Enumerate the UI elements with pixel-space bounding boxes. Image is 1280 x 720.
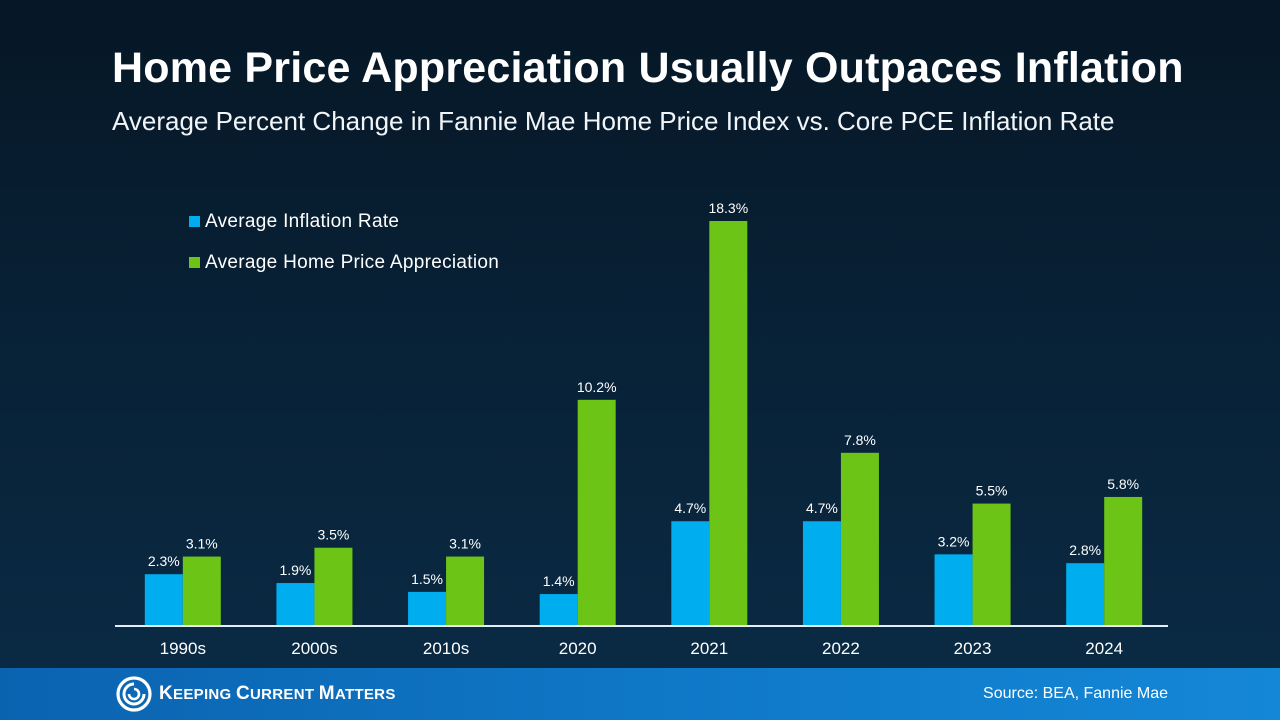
data-label-inflation: 4.7% [674, 500, 706, 516]
data-label-inflation: 3.2% [938, 533, 970, 549]
brand-name: Keeping Current Matters [159, 683, 396, 704]
data-label-inflation: 1.4% [543, 573, 575, 589]
legend-swatch-inflation [189, 216, 200, 227]
bar-chart: 2.3% 3.1% 1990s 1.9% 3.5% 2000s 1.5% 3.1% 2010s 1… [115, 200, 1168, 658]
data-label-inflation: 4.7% [806, 500, 838, 516]
chart-legend: Average Inflation Rate Average Home Pric… [189, 208, 499, 290]
bar-home-price [840, 452, 879, 625]
bar-inflation [144, 574, 183, 625]
bar-home-price [577, 399, 616, 625]
data-label-inflation: 2.8% [1069, 542, 1101, 558]
data-label-home-price: 5.5% [976, 483, 1008, 499]
data-label-home-price: 3.1% [449, 536, 481, 552]
x-tick-label: 2023 [954, 639, 992, 658]
data-label-home-price: 10.2% [577, 379, 617, 395]
bar-home-price [182, 556, 221, 625]
bar-inflation [1066, 563, 1105, 625]
legend-label-inflation: Average Inflation Rate [205, 210, 400, 232]
legend-swatch-home-price [189, 257, 200, 268]
x-tick-label: 2022 [822, 639, 860, 658]
x-tick-label: 2010s [423, 639, 469, 658]
legend-item-inflation: Average Inflation Rate [189, 208, 499, 235]
bar-inflation [276, 583, 315, 625]
bar-inflation [671, 521, 710, 625]
data-label-inflation: 2.3% [148, 553, 180, 569]
bar-home-price [972, 503, 1011, 625]
data-label-inflation: 1.5% [411, 571, 443, 587]
data-label-home-price: 3.1% [186, 536, 218, 552]
bar-home-price [446, 556, 485, 625]
bar-inflation [934, 554, 973, 625]
legend-item-home-price: Average Home Price Appreciation [189, 249, 499, 276]
source-note: Source: BEA, Fannie Mae [983, 685, 1168, 702]
x-tick-label: 2020 [559, 639, 597, 658]
bar-inflation [539, 594, 578, 625]
data-label-inflation: 1.9% [279, 562, 311, 578]
swirl-logo-icon [116, 676, 152, 712]
bar-inflation [802, 521, 841, 625]
bar-home-price [709, 221, 748, 625]
x-tick-label: 2000s [291, 639, 337, 658]
x-tick-label: 2024 [1085, 639, 1123, 658]
data-label-home-price: 3.5% [317, 527, 349, 543]
data-label-home-price: 5.8% [1107, 476, 1139, 492]
x-tick-label: 2021 [690, 639, 728, 658]
x-tick-label: 1990s [160, 639, 206, 658]
page-title: Home Price Appreciation Usually Outpaces… [112, 44, 1184, 92]
page-subtitle: Average Percent Change in Fannie Mae Hom… [112, 106, 1115, 136]
footer-bar: Keeping Current Matters Source: BEA, Fan… [0, 668, 1280, 720]
legend-label-home-price: Average Home Price Appreciation [205, 251, 500, 273]
brand-logo[interactable]: Keeping Current Matters [116, 676, 396, 712]
bar-home-price [314, 547, 353, 625]
data-label-home-price: 18.3% [708, 200, 748, 216]
data-label-home-price: 7.8% [844, 432, 876, 448]
bar-inflation [408, 591, 447, 625]
bar-home-price [1104, 496, 1143, 625]
